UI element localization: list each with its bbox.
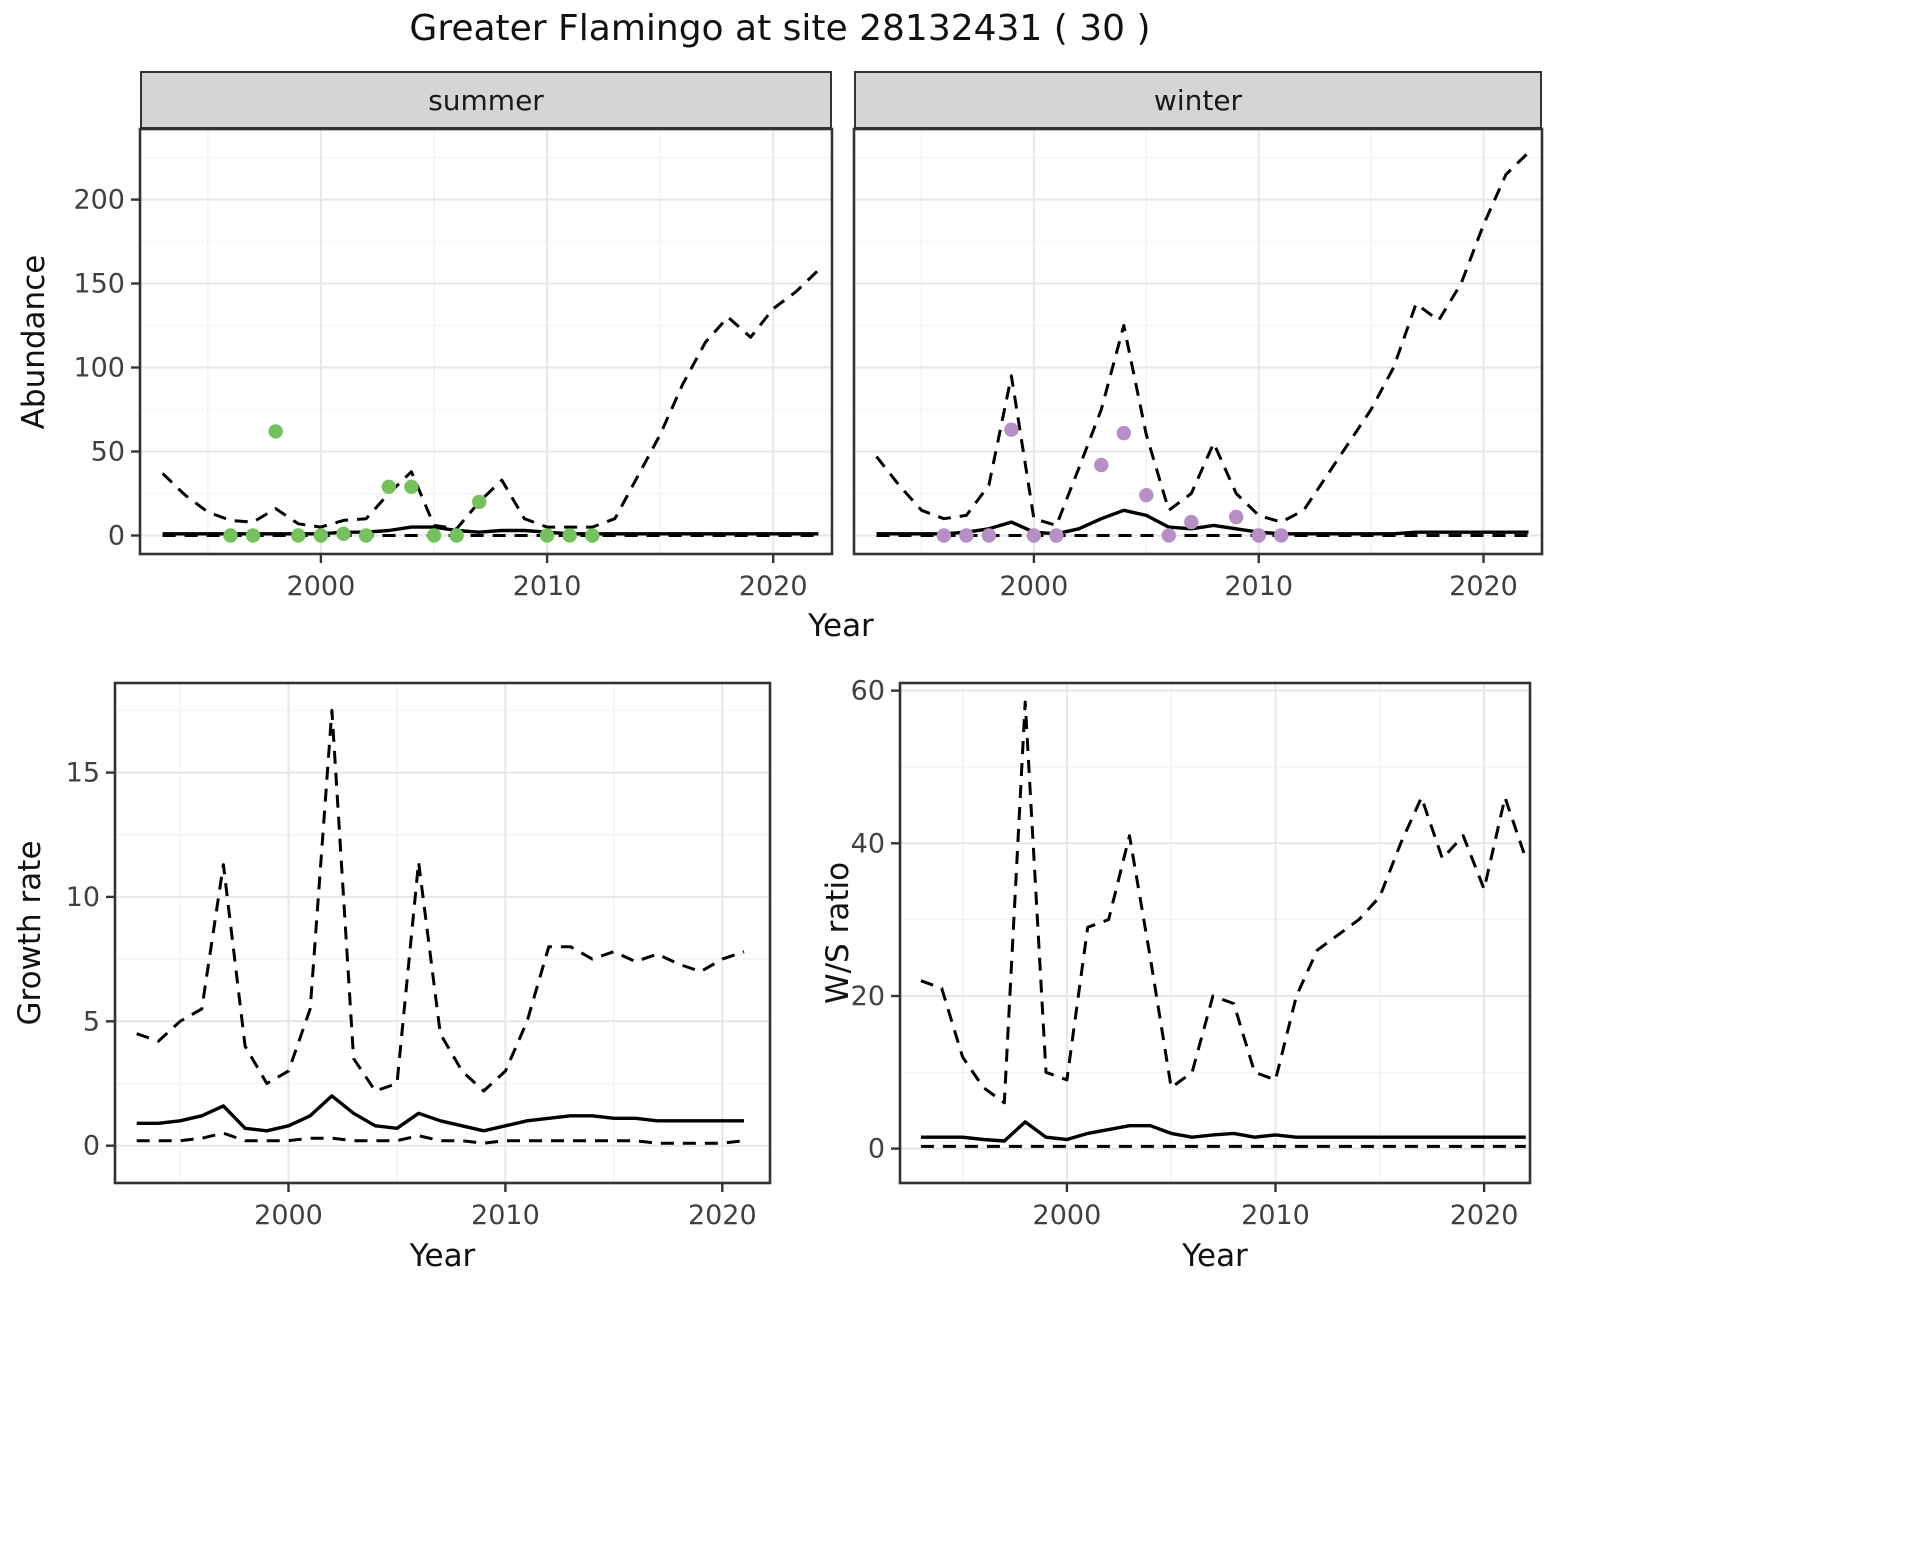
top-year-axis-label: Year [808,608,874,644]
svg-text:2020: 2020 [739,571,808,602]
svg-text:60: 60 [851,676,885,707]
facet-strip-winter: winter [854,71,1542,129]
summer-abundance-plot: 2000 2010 2020 0 50 100 150 200 [73,127,834,602]
svg-text:2000: 2000 [1033,1200,1102,1231]
svg-text:2000: 2000 [254,1200,323,1231]
ws-ratio-axis-label: W/S ratio [820,861,856,1005]
svg-text:5: 5 [83,1006,100,1037]
svg-text:100: 100 [73,353,125,384]
svg-text:2000: 2000 [287,571,356,602]
svg-text:2020: 2020 [688,1200,757,1231]
svg-text:200: 200 [73,185,125,216]
svg-text:2000: 2000 [1000,571,1069,602]
facet-label-summer: summer [428,83,544,117]
svg-text:2020: 2020 [1450,1200,1519,1231]
svg-text:50: 50 [91,437,125,468]
growth-year-axis-label: Year [409,1238,476,1274]
svg-text:2010: 2010 [1224,571,1293,602]
facet-strip-summer: summer [140,71,832,129]
svg-text:15: 15 [66,758,100,789]
growth-rate-plot: 2000 2010 2020 0 5 10 15 [66,681,772,1231]
svg-text:0: 0 [83,1131,100,1162]
ws-ratio-plot: 2000 2010 2020 0 20 40 60 [851,676,1532,1231]
svg-text:0: 0 [868,1134,885,1165]
svg-text:2010: 2010 [513,571,582,602]
svg-text:2010: 2010 [1241,1200,1310,1231]
svg-text:2020: 2020 [1449,571,1518,602]
svg-text:10: 10 [66,882,100,913]
svg-text:0: 0 [108,521,125,552]
svg-text:40: 40 [851,828,885,859]
svg-text:2010: 2010 [471,1200,540,1231]
svg-text:20: 20 [851,981,885,1012]
chart-title: Greater Flamingo at site 28132431 ( 30 ) [409,8,1151,49]
svg-text:150: 150 [73,269,125,300]
ws-year-axis-label: Year [1182,1238,1248,1274]
abundance-axis-label: Abundance [16,254,52,430]
facet-label-winter: winter [1153,83,1243,117]
growth-rate-axis-label: Growth rate [12,840,48,1026]
winter-abundance-plot: 2000 2010 2020 [852,127,1544,602]
